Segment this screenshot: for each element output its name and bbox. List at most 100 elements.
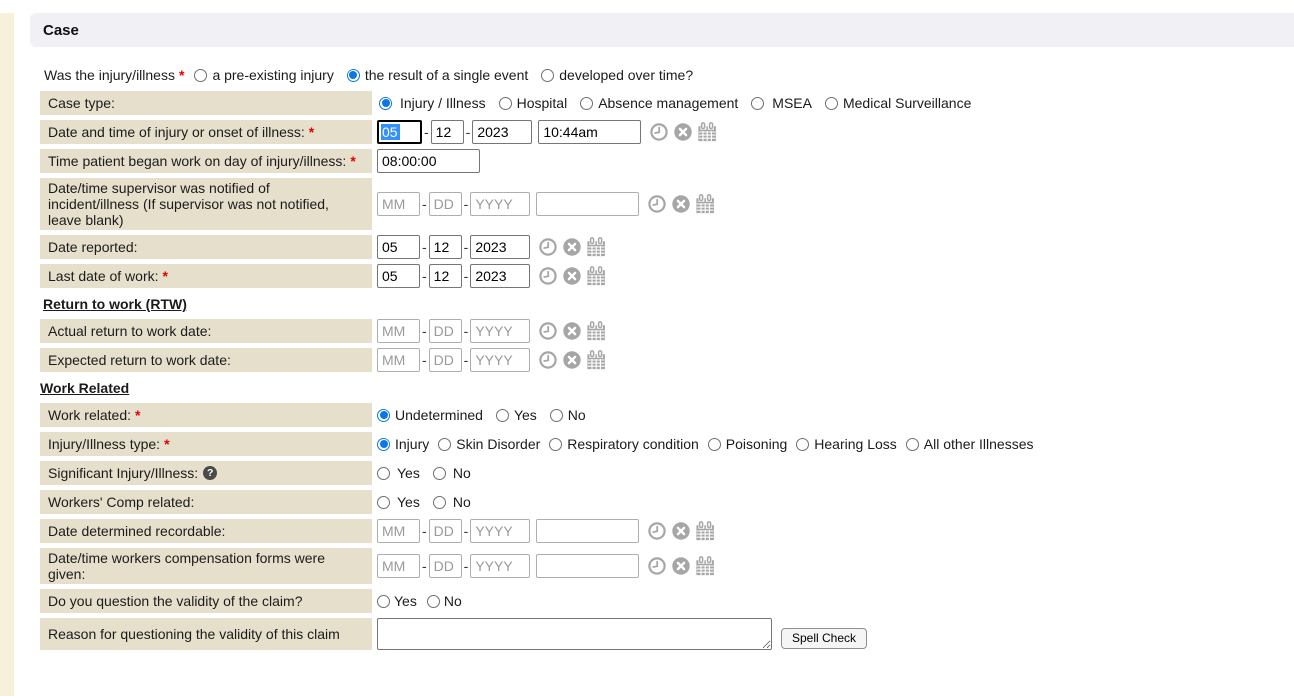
radio-icon[interactable]	[549, 437, 563, 451]
radio-icon[interactable]	[495, 408, 509, 422]
radio-icon[interactable]	[498, 96, 512, 110]
calendar-icon[interactable]	[695, 521, 715, 541]
clear-icon[interactable]	[673, 122, 694, 142]
radio-icon[interactable]	[438, 437, 452, 451]
clock-icon[interactable]	[647, 194, 667, 214]
radio-option-msea[interactable]: MSEA	[751, 95, 812, 111]
radio-option-yes[interactable]: Yes	[495, 407, 537, 423]
radio-option-developed-over-time[interactable]: developed over time?	[541, 67, 693, 83]
radio-option-undetermined[interactable]: Undetermined	[377, 407, 483, 423]
clear-icon[interactable]	[671, 194, 692, 214]
year-input[interactable]	[470, 348, 531, 372]
radio-icon[interactable]	[346, 68, 360, 82]
radio-option-pre-existing[interactable]: a pre-existing injury	[194, 67, 334, 83]
month-input[interactable]	[377, 319, 420, 343]
clear-icon[interactable]	[671, 556, 692, 576]
work-start-time-input[interactable]	[377, 149, 480, 173]
month-input[interactable]	[377, 235, 420, 259]
radio-option-yes[interactable]: Yes	[377, 465, 420, 481]
time-input[interactable]	[538, 120, 642, 144]
spell-check-button[interactable]: Spell Check	[781, 628, 868, 649]
radio-icon[interactable]	[377, 437, 390, 451]
month-input[interactable]	[377, 192, 420, 216]
validity-reason-textarea[interactable]	[377, 618, 772, 650]
day-input[interactable]	[428, 235, 462, 259]
radio-option-skin-disorder[interactable]: Skin Disorder	[438, 436, 540, 452]
radio-icon[interactable]	[796, 437, 810, 451]
time-input[interactable]	[536, 554, 640, 578]
radio-option-respiratory-condition[interactable]: Respiratory condition	[549, 436, 699, 452]
day-input[interactable]	[428, 192, 462, 216]
radio-icon[interactable]	[379, 96, 392, 110]
radio-icon[interactable]	[824, 96, 838, 110]
day-input[interactable]	[428, 519, 462, 543]
clear-icon[interactable]	[562, 266, 583, 286]
calendar-icon[interactable]	[695, 556, 715, 576]
radio-option-hospital[interactable]: Hospital	[498, 95, 567, 111]
radio-icon[interactable]	[377, 466, 390, 480]
month-input[interactable]	[377, 348, 420, 372]
radio-option-yes[interactable]: Yes	[377, 494, 420, 510]
clock-icon[interactable]	[649, 122, 669, 142]
radio-option-yes[interactable]: Yes	[377, 593, 417, 609]
time-input[interactable]	[536, 192, 640, 216]
clock-icon[interactable]	[538, 237, 558, 257]
radio-option-absence-management[interactable]: Absence management	[580, 95, 738, 111]
clear-icon[interactable]	[562, 350, 583, 370]
radio-icon[interactable]	[432, 495, 446, 509]
year-input[interactable]	[470, 554, 531, 578]
calendar-icon[interactable]	[586, 237, 606, 257]
radio-icon[interactable]	[426, 594, 440, 608]
calendar-icon[interactable]	[695, 194, 715, 214]
radio-option-hearing-loss[interactable]: Hearing Loss	[796, 436, 897, 452]
radio-icon[interactable]	[194, 68, 208, 82]
month-input[interactable]: 05	[377, 120, 422, 144]
radio-icon[interactable]	[432, 466, 446, 480]
month-input[interactable]	[377, 519, 420, 543]
day-input[interactable]	[428, 554, 462, 578]
calendar-icon[interactable]	[586, 266, 606, 286]
clock-icon[interactable]	[538, 321, 558, 341]
radio-option-no[interactable]: No	[426, 593, 462, 609]
radio-icon[interactable]	[549, 408, 563, 422]
day-input[interactable]	[428, 319, 462, 343]
month-input[interactable]	[377, 264, 420, 288]
radio-icon[interactable]	[751, 96, 765, 110]
day-input[interactable]	[430, 120, 464, 144]
clock-icon[interactable]	[538, 350, 558, 370]
radio-option-injury-illness[interactable]: Injury / Illness	[379, 95, 486, 111]
radio-icon[interactable]	[377, 594, 390, 608]
year-input[interactable]	[470, 264, 531, 288]
radio-option-injury[interactable]: Injury	[377, 436, 429, 452]
year-input[interactable]	[472, 120, 533, 144]
radio-option-no[interactable]: No	[432, 465, 471, 481]
clock-icon[interactable]	[647, 521, 667, 541]
clock-icon[interactable]	[647, 556, 667, 576]
calendar-icon[interactable]	[586, 321, 606, 341]
time-input[interactable]	[536, 519, 640, 543]
clear-icon[interactable]	[562, 321, 583, 341]
radio-option-no[interactable]: No	[549, 407, 586, 423]
year-input[interactable]	[470, 192, 531, 216]
day-input[interactable]	[428, 264, 462, 288]
clear-icon[interactable]	[562, 237, 583, 257]
year-input[interactable]	[470, 235, 531, 259]
radio-option-single-event[interactable]: the result of a single event	[346, 67, 528, 83]
year-input[interactable]	[470, 319, 531, 343]
radio-icon[interactable]	[541, 68, 555, 82]
radio-icon[interactable]	[377, 408, 390, 422]
calendar-icon[interactable]	[697, 122, 717, 142]
clear-icon[interactable]	[671, 521, 692, 541]
calendar-icon[interactable]	[586, 350, 606, 370]
radio-icon[interactable]	[580, 96, 594, 110]
radio-option-poisoning[interactable]: Poisoning	[707, 436, 787, 452]
month-input[interactable]	[377, 554, 420, 578]
radio-icon[interactable]	[377, 495, 390, 509]
clock-icon[interactable]	[538, 266, 558, 286]
radio-option-no[interactable]: No	[432, 494, 471, 510]
radio-option-all-other-illnesses[interactable]: All other Illnesses	[905, 436, 1034, 452]
year-input[interactable]	[470, 519, 531, 543]
radio-icon[interactable]	[905, 437, 919, 451]
radio-icon[interactable]	[707, 437, 721, 451]
day-input[interactable]	[428, 348, 462, 372]
